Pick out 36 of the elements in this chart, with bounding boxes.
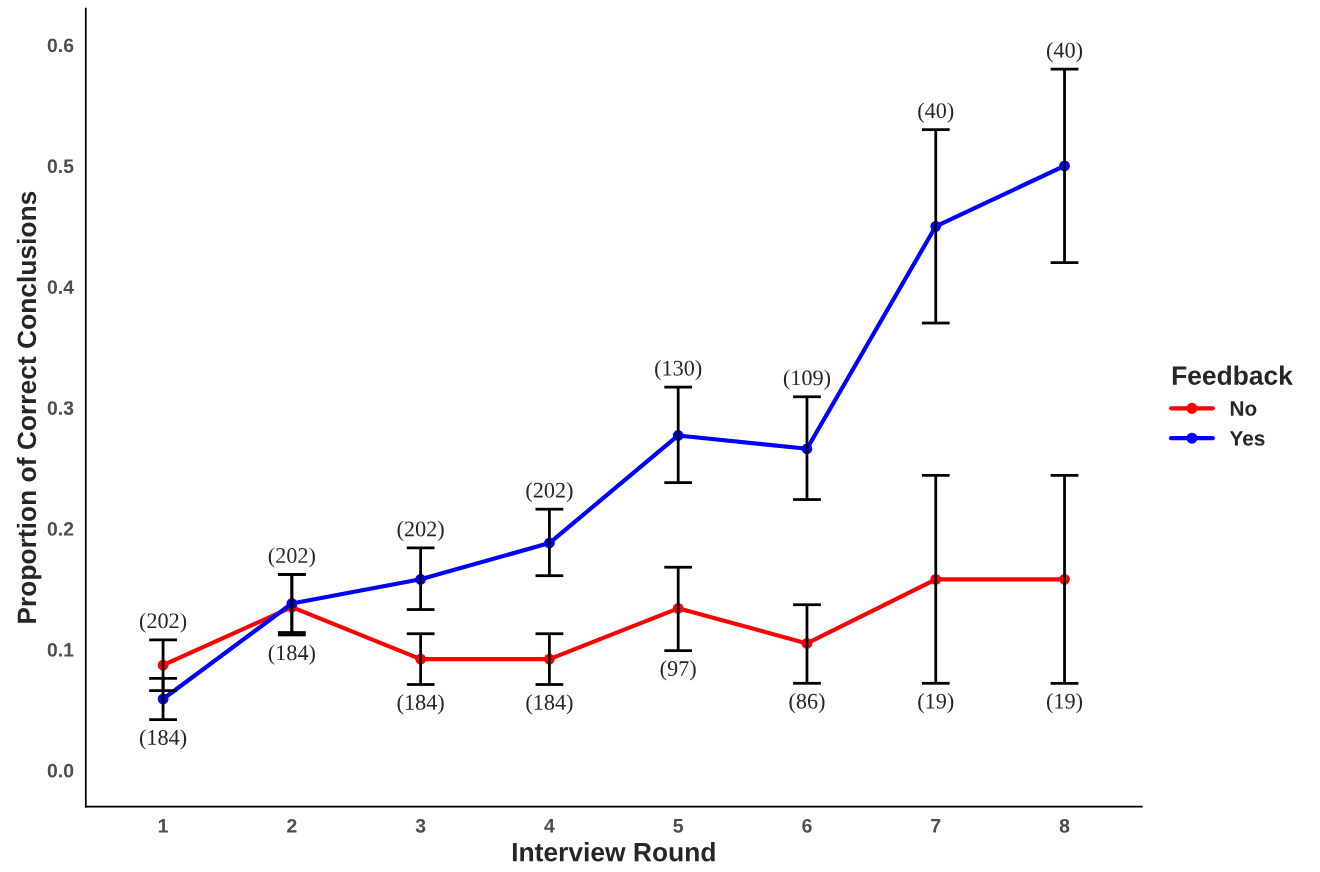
annotation: (202) bbox=[397, 520, 444, 541]
annotation: (184) bbox=[526, 694, 573, 715]
y-tick-label: 0.0 bbox=[47, 763, 74, 778]
x-tick-label: 1 bbox=[158, 819, 168, 833]
annotation: (86) bbox=[789, 693, 825, 714]
x-tick-label: 4 bbox=[544, 819, 555, 833]
y-tick-label: 0.2 bbox=[47, 522, 74, 536]
annotation: (184) bbox=[397, 694, 444, 715]
y-tick-label: 0.1 bbox=[47, 642, 74, 657]
annotation: (184) bbox=[268, 644, 315, 665]
y-tick-label: 0.3 bbox=[47, 401, 74, 415]
y-tick-label: 0.5 bbox=[47, 159, 74, 174]
annotation: (40) bbox=[1047, 42, 1083, 63]
annotation: (202) bbox=[139, 612, 187, 633]
annotation: (202) bbox=[526, 482, 573, 503]
annotation: (109) bbox=[783, 369, 831, 390]
annotation: (19) bbox=[918, 693, 954, 714]
x-tick-label: 3 bbox=[415, 818, 426, 833]
y-tick-label: 0.4 bbox=[47, 280, 74, 295]
x-tick-label: 5 bbox=[673, 819, 684, 833]
legend-title: Feedback bbox=[1172, 365, 1293, 385]
annotation: (184) bbox=[139, 729, 187, 750]
legend-label: Yes bbox=[1229, 431, 1265, 446]
annotation: (40) bbox=[918, 102, 954, 123]
y-axis-title: Proportion of Correct Conclusions bbox=[16, 191, 42, 623]
y-tick-label: 0.6 bbox=[47, 38, 74, 53]
x-tick-label: 8 bbox=[1059, 818, 1070, 833]
x-tick-label: 2 bbox=[287, 818, 297, 833]
x-tick-label: 7 bbox=[931, 819, 941, 833]
annotation: (19) bbox=[1047, 693, 1083, 714]
annotation: (202) bbox=[268, 547, 315, 568]
annotation: (97) bbox=[660, 660, 696, 681]
x-axis-title: Interview Round bbox=[512, 842, 715, 862]
x-tick-label: 6 bbox=[802, 818, 812, 833]
legend-label: No bbox=[1230, 401, 1257, 416]
annotation: (130) bbox=[655, 360, 702, 381]
